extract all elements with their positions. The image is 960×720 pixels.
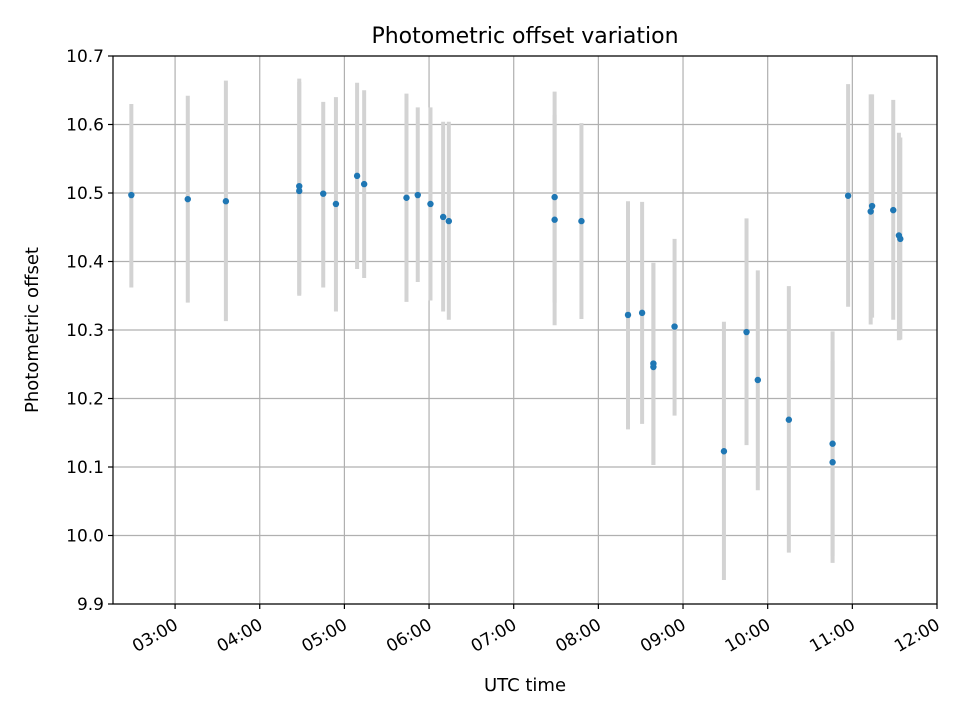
data-point (785, 416, 793, 423)
data-point (403, 194, 410, 201)
data-point (320, 190, 327, 197)
data-point (353, 172, 361, 180)
y-tick-label: 10.1 (66, 458, 104, 478)
chart-title: Photometric offset variation (371, 24, 678, 49)
data-point (829, 459, 836, 466)
data-point (671, 323, 678, 330)
data-point (414, 191, 421, 199)
data-point (296, 182, 303, 190)
data-point (578, 217, 585, 225)
data-point (868, 202, 876, 210)
data-point (624, 311, 632, 319)
data-point (638, 309, 646, 317)
data-point (650, 363, 657, 371)
y-tick-label: 10.3 (66, 321, 104, 341)
data-point (296, 187, 303, 195)
data-point (445, 217, 453, 225)
data-point (720, 448, 728, 455)
y-tick-label: 10.4 (66, 253, 104, 273)
y-tick-label: 10.6 (66, 116, 104, 136)
data-point (897, 235, 904, 243)
y-tick-label: 10.2 (66, 390, 104, 410)
grid-lines (113, 55, 938, 605)
data-point (754, 376, 762, 384)
data-point (360, 180, 368, 188)
y-tick-label: 9.9 (77, 595, 104, 615)
data-point (332, 200, 340, 208)
data-points (128, 172, 904, 466)
data-point (427, 200, 434, 208)
y-tick-label: 10.0 (66, 527, 104, 547)
data-point (128, 191, 135, 199)
data-point (551, 216, 558, 223)
y-tick-label: 10.7 (66, 47, 104, 67)
data-point (184, 195, 191, 203)
data-point (829, 440, 836, 447)
y-tick-label: 10.5 (66, 184, 104, 204)
data-point (867, 208, 874, 215)
data-point (222, 198, 230, 205)
data-point (551, 193, 558, 201)
y-axis-label: Photometric offset (22, 247, 43, 413)
x-axis-label: UTC time (484, 675, 566, 696)
data-point (743, 328, 750, 336)
data-point (844, 192, 852, 199)
data-point (890, 206, 897, 214)
data-point (439, 213, 447, 221)
